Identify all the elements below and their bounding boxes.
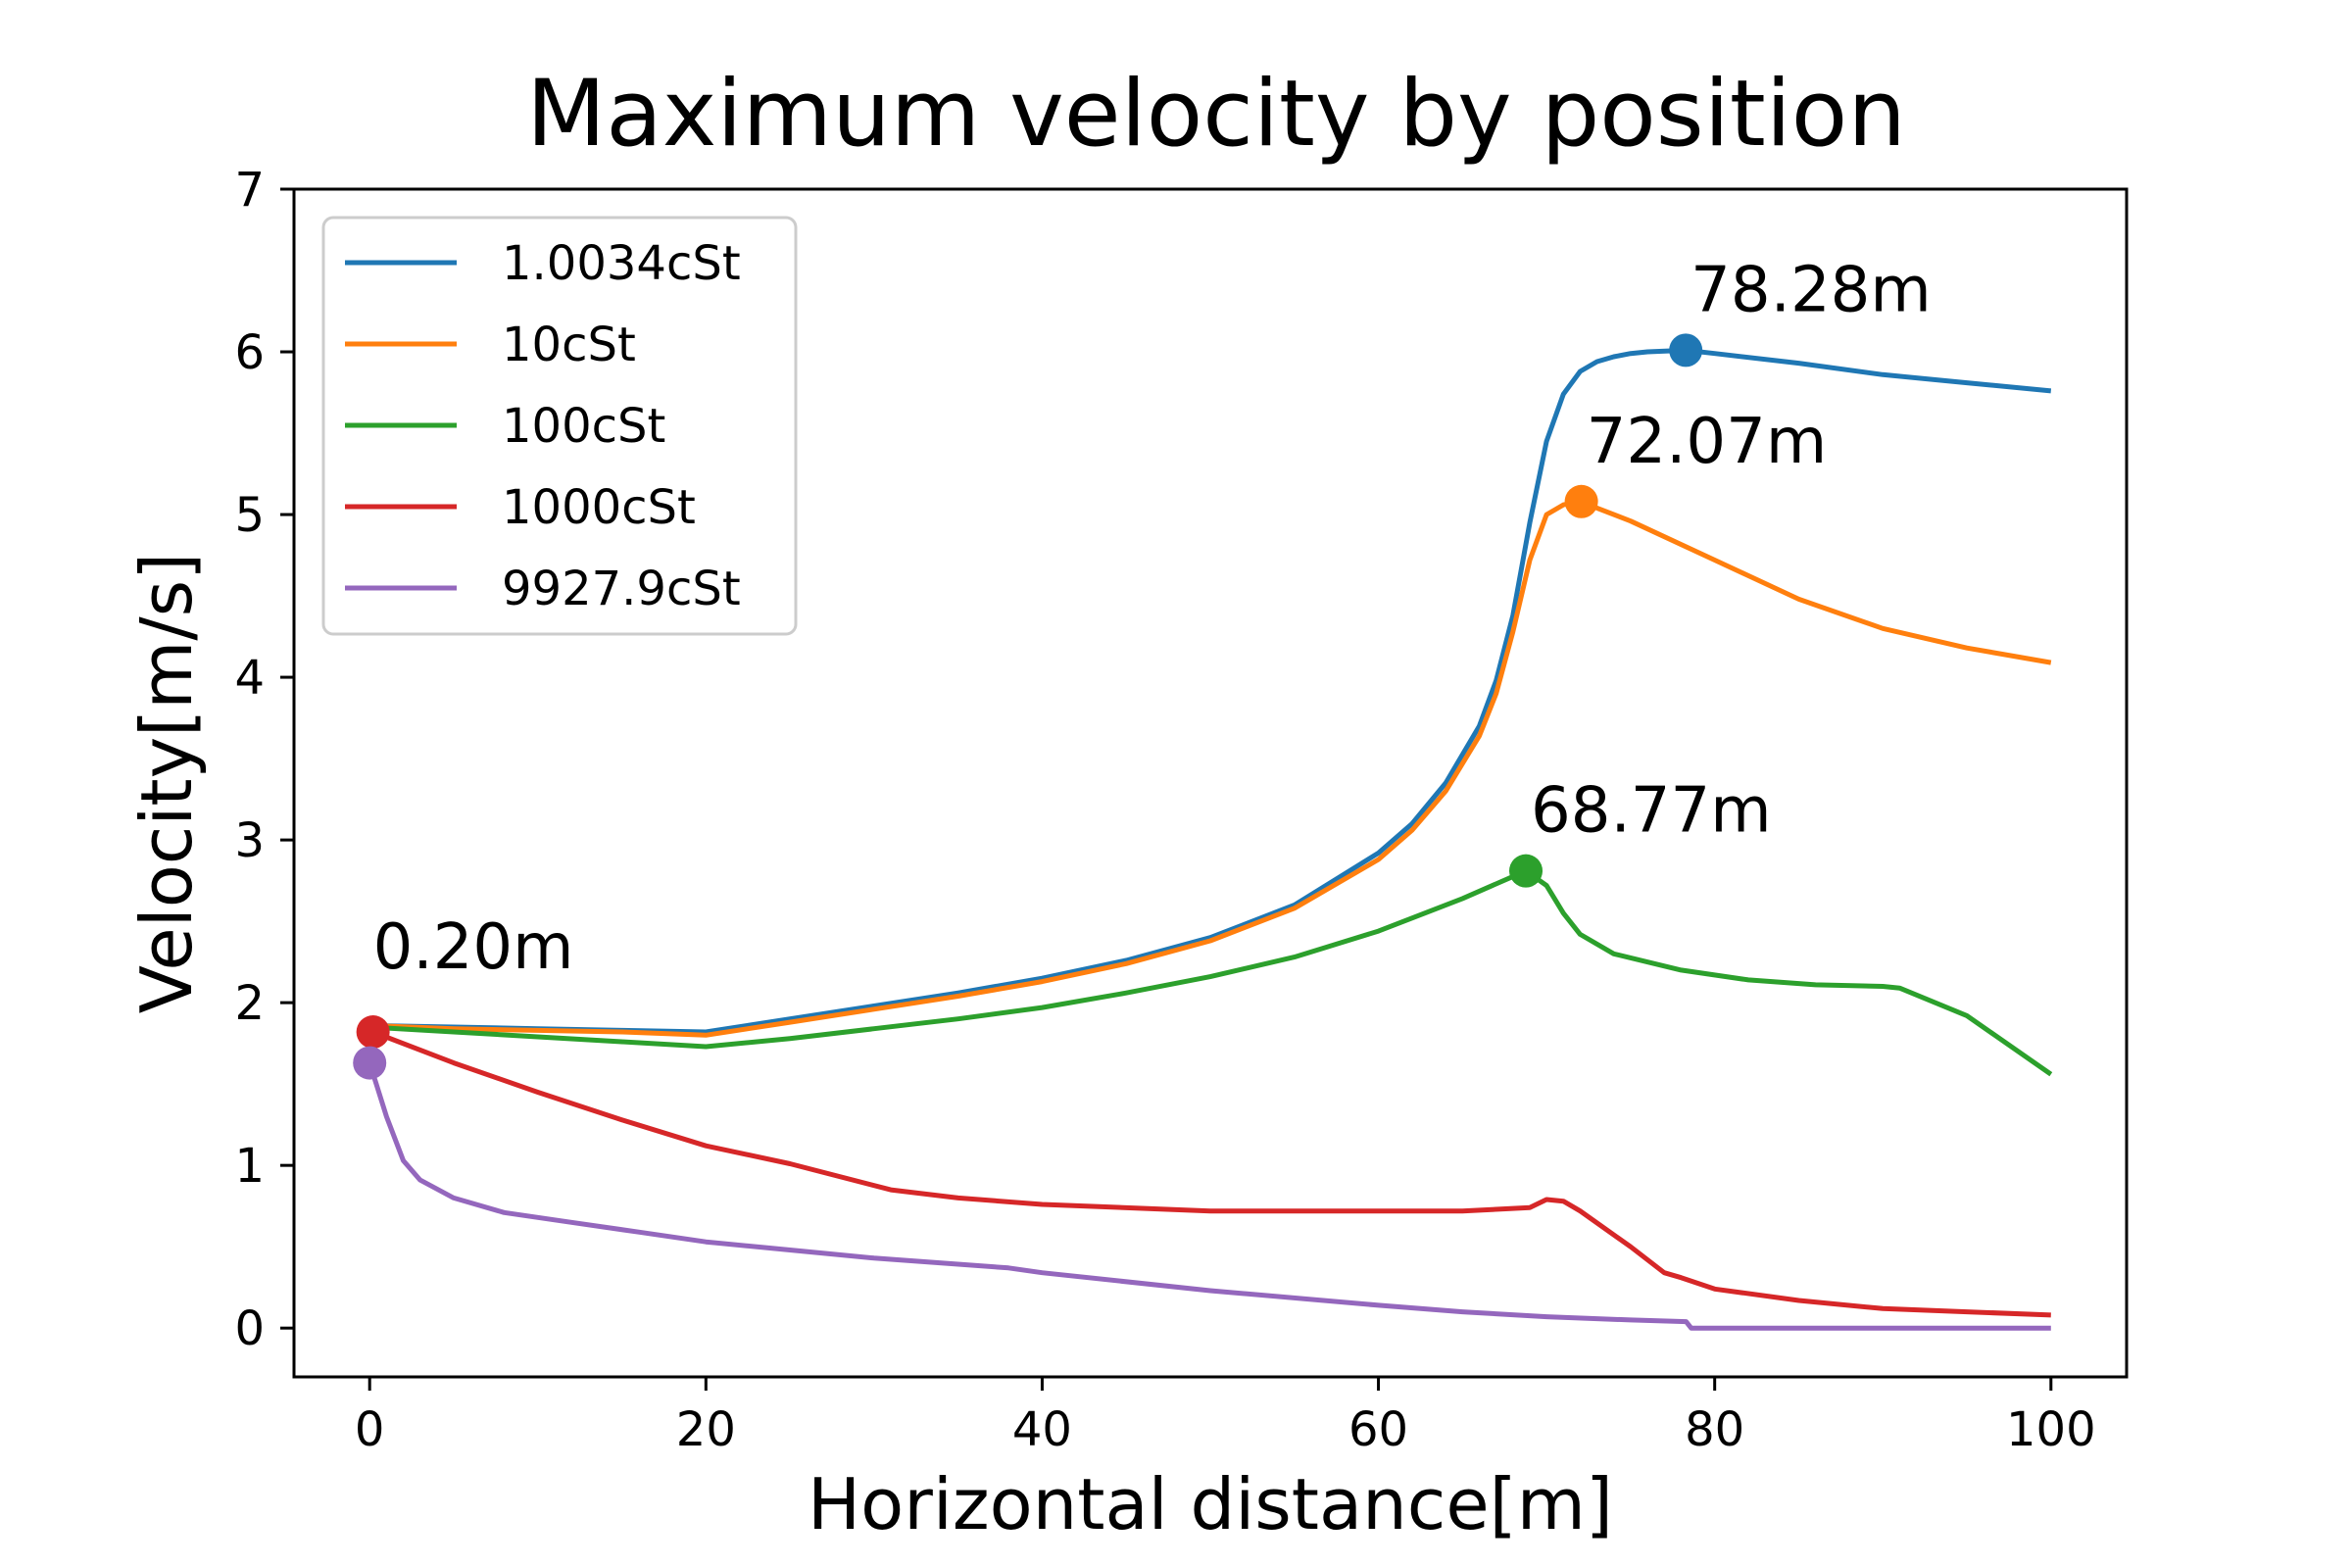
series-line-3 [369,868,2053,1077]
x-tick-label: 60 [1348,1402,1408,1457]
x-tick-label: 40 [1012,1402,1072,1457]
series-line-5 [367,1061,2051,1331]
peak-marker-2 [1564,484,1598,518]
peak-marker-3 [1509,854,1544,888]
legend: 1.0034cSt 10cSt 100cSt 1000cSt 9927.9cSt [321,216,798,636]
x-tick-label: 80 [1685,1402,1744,1457]
x-axis: 0 20 40 60 80 100 [355,1377,2096,1457]
peak-label-1: 78.28m [1690,254,1932,326]
peak-marker-5 [353,1046,387,1080]
y-tick-label: 2 [234,976,265,1031]
y-tick-label: 0 [234,1301,265,1356]
series-line-4 [371,1029,2051,1318]
y-axis: 0 1 2 3 4 5 6 7 [234,163,294,1356]
chart-title: Maximum velocity by position [526,61,1906,168]
peak-marker-4 [356,1015,390,1050]
x-tick-label: 20 [676,1402,736,1457]
peak-label-3: 68.77m [1531,775,1772,848]
legend-label-5: 9927.9cSt [502,562,741,616]
series-line-2 [369,499,2052,1038]
legend-box [321,216,798,636]
y-tick-label: 3 [234,813,265,868]
peak-label-2: 72.07m [1587,406,1828,478]
legend-label-4: 1000cSt [502,480,696,535]
y-axis-label: Velocity[m/s] [125,553,208,1014]
legend-label-3: 100cSt [502,399,665,454]
peak-label-4: 0.20m [373,911,574,984]
y-tick-label: 1 [234,1139,265,1194]
x-tick-label: 100 [2006,1402,2096,1457]
x-axis-label: Horizontal distance[m] [808,1463,1613,1545]
legend-label-1: 1.0034cSt [502,236,741,291]
y-tick-label: 5 [234,488,265,543]
y-tick-label: 7 [234,163,265,218]
y-tick-label: 4 [234,651,265,706]
plot-markers [353,333,1703,1080]
peak-marker-1 [1669,333,1703,368]
y-tick-label: 6 [234,325,265,380]
marker-labels: 78.28m 72.07m 68.77m 0.20m [373,254,1932,984]
x-tick-label: 0 [355,1402,385,1457]
plot-frame [292,187,2129,1379]
legend-label-2: 10cSt [502,318,636,372]
